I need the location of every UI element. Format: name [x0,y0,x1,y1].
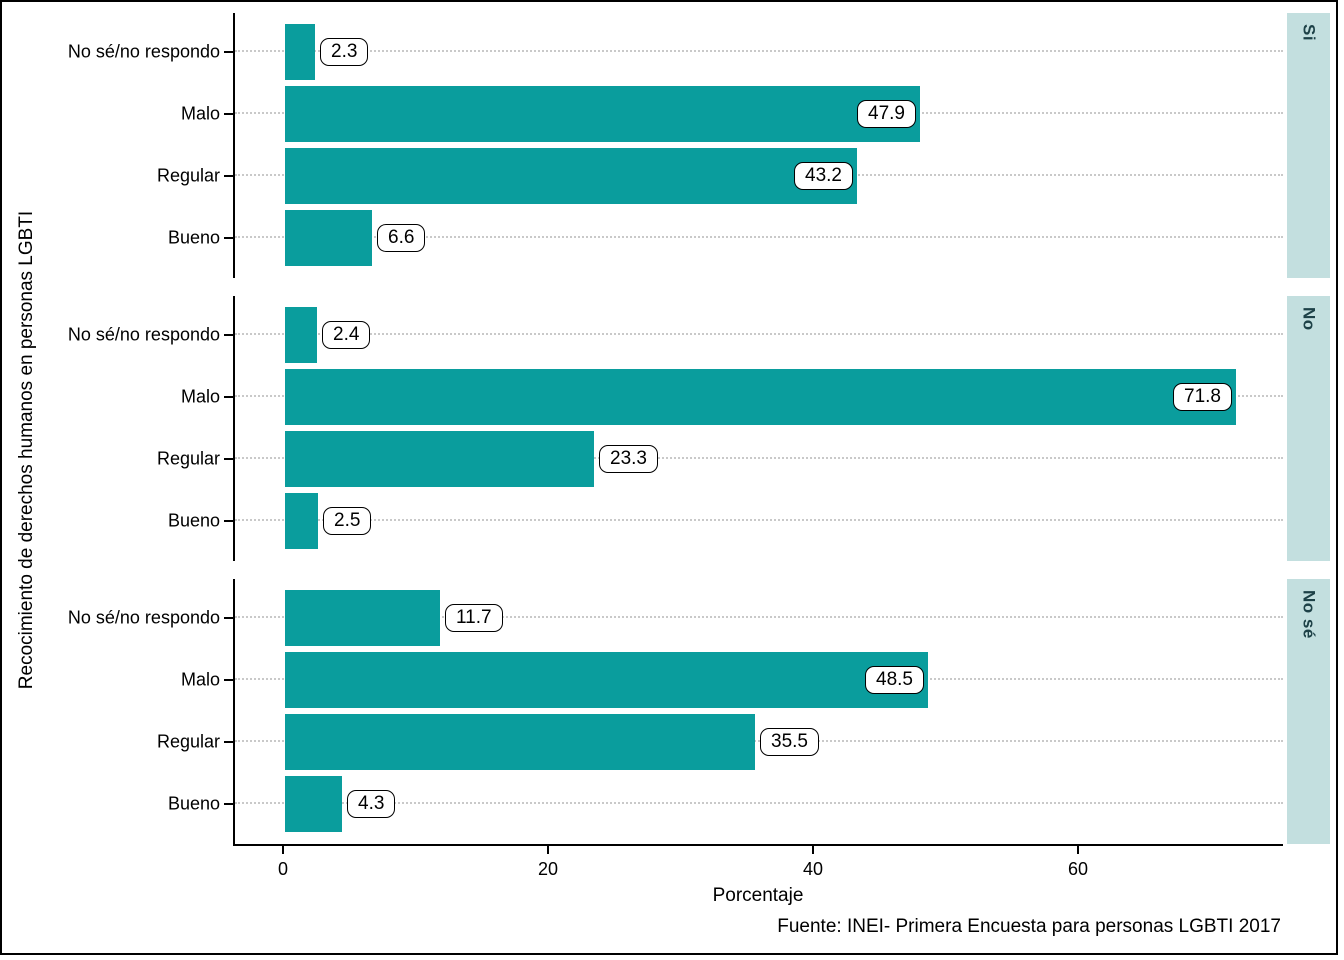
bar [285,86,920,142]
bar-row: Bueno 6.6 [168,207,1285,269]
bar [285,590,440,646]
x-axis-tick-label: 40 [802,859,824,879]
value-label: 4.3 [347,790,396,818]
x-axis-tick-label: 20 [537,859,559,879]
category-label: No sé/no respondo [67,607,220,628]
grid-line [235,333,1283,335]
bar [285,776,342,832]
x-axis-tick-label: 60 [1067,859,1089,879]
category-tick [224,51,233,53]
bar-row: Regular 43.2 [157,145,1285,207]
category-tick [224,741,233,743]
category-tick [224,617,233,619]
bar [285,24,315,80]
bar [285,210,372,266]
bar [285,369,1236,425]
x-axis-tick-label: 0 [277,859,288,879]
value-label: 2.5 [323,507,372,535]
x-axis-tick [812,846,814,854]
x-axis-tick [1077,846,1079,854]
category-label: No sé/no respondo [67,324,220,345]
facet-strip-label: No sé [1299,590,1319,639]
value-label: 23.3 [599,445,658,473]
grid-line [235,50,1283,52]
bar [285,714,755,770]
category-label: Bueno [167,227,220,248]
grid-line [235,519,1283,521]
grid-line [235,457,1283,459]
grid-line [235,236,1283,238]
facet-panel: No sé/no respondo 2.3 Malo 47.9 Regular 43.2 B… [68,13,1285,278]
value-label: 6.6 [377,224,426,252]
bar [285,652,928,708]
facet-strip: No sé [1287,579,1330,844]
bar-row: Malo 48.5 [181,649,1285,711]
category-tick [224,396,233,398]
grid-line [235,740,1283,742]
value-label: 43.2 [794,162,853,190]
category-tick [224,334,233,336]
bar-row: No sé/no respondo 11.7 [68,587,1285,649]
bar-row: Regular 23.3 [157,428,1285,490]
bar-row: Bueno 4.3 [168,773,1285,835]
bar [285,493,318,549]
bar-row: Malo 71.8 [181,366,1285,428]
facet-strip-label: Si [1299,24,1319,42]
grid-line [235,802,1283,804]
bar [285,307,317,363]
value-label: 2.4 [322,321,371,349]
bar-row: Regular 35.5 [157,711,1285,773]
value-label: 2.3 [320,38,369,66]
facet-strip: Si [1287,13,1330,278]
x-axis-tick [282,846,284,854]
x-axis-tick [547,846,549,854]
bar [285,148,857,204]
category-label: No sé/no respondo [67,41,220,62]
bar-row: No sé/no respondo 2.3 [68,21,1285,83]
category-tick [224,520,233,522]
category-label: Regular [156,731,220,752]
category-label: Malo [180,386,220,407]
x-axis-line [233,844,1283,846]
category-label: Malo [180,669,220,690]
facet-strip: No [1287,296,1330,561]
category-tick [224,237,233,239]
category-tick [224,175,233,177]
value-label: 47.9 [857,100,916,128]
category-label: Bueno [167,510,220,531]
facet-panel: No sé/no respondo 11.7 Malo 48.5 Regular 35.5… [68,579,1285,844]
category-tick [224,458,233,460]
bar-row: No sé/no respondo 2.4 [68,304,1285,366]
category-label: Regular [156,448,220,469]
bar-row: Malo 47.9 [181,83,1285,145]
value-label: 11.7 [445,604,503,632]
source-caption: Fuente: INEI- Primera Encuesta para pers… [777,916,1281,937]
category-tick [224,803,233,805]
facet-strip-label: No [1299,307,1319,331]
category-tick [224,679,233,681]
value-label: 71.8 [1173,383,1232,411]
grid-line [235,616,1283,618]
x-axis-title: Porcentaje [712,885,804,906]
category-label: Regular [156,165,220,186]
value-label: 48.5 [865,666,924,694]
bar-row: Bueno 2.5 [168,490,1285,552]
facet-panel: No sé/no respondo 2.4 Malo 71.8 Regular 23.3 B… [68,296,1285,561]
category-label: Bueno [167,793,220,814]
category-label: Malo [180,103,220,124]
bar [285,431,594,487]
value-label: 35.5 [760,728,819,756]
category-tick [224,113,233,115]
